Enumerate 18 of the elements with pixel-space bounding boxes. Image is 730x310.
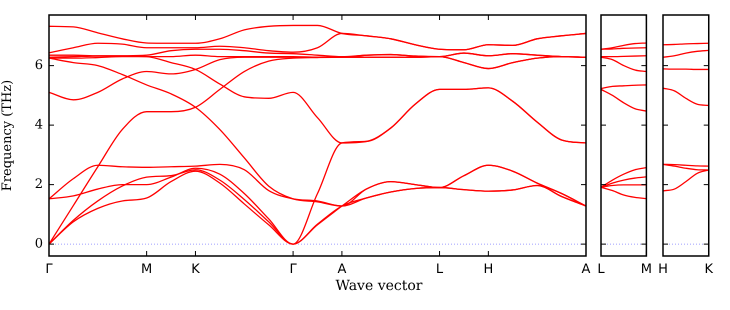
- y-tick-label: 0: [34, 236, 43, 252]
- x-tick-label: K: [704, 262, 714, 278]
- y-axis-title: Frequency (THz): [0, 80, 16, 192]
- x-tick-label: K: [191, 262, 200, 278]
- y-tick-label: 2: [34, 176, 43, 192]
- x-tick-label: H: [658, 262, 668, 278]
- x-tick-label: M: [640, 262, 652, 278]
- y-tick-label: 6: [34, 58, 43, 73]
- y-tick-label: 4: [34, 117, 43, 132]
- x-tick-label: L: [436, 262, 444, 278]
- x-tick-label: A: [582, 262, 591, 278]
- x-tick-label: Γ: [289, 262, 298, 278]
- x-tick-label: L: [597, 262, 606, 278]
- x-tick-label: A: [337, 262, 346, 278]
- x-tick-label: H: [483, 262, 494, 278]
- x-tick-label: Γ: [45, 262, 54, 278]
- x-axis-title: Wave vector: [336, 278, 422, 294]
- x-tick-label: M: [141, 262, 152, 278]
